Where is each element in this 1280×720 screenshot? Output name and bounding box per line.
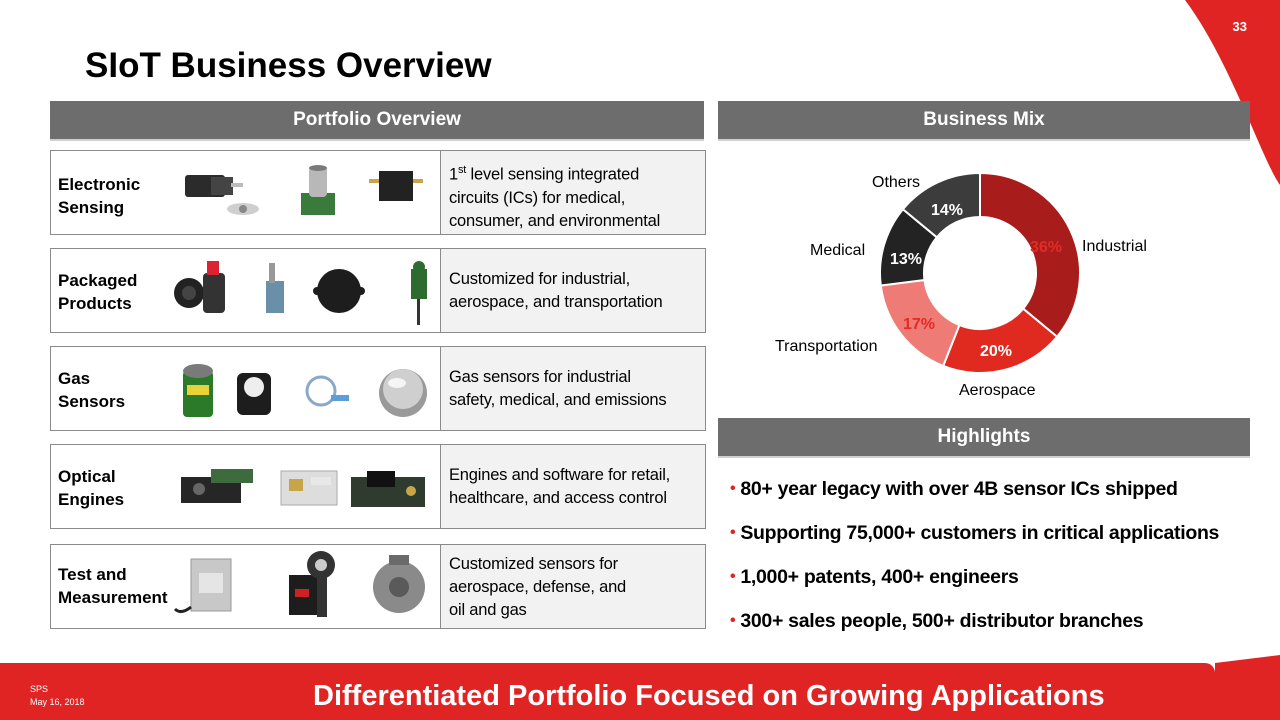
footer-bar — [0, 663, 1215, 720]
page-number: 33 — [1232, 19, 1247, 34]
desc-text: level sensing integrated circuits (ICs) … — [449, 165, 661, 230]
portfolio-row-label: Gas Sensors — [58, 369, 126, 411]
desc-ordinal: 1 — [449, 165, 458, 184]
highlight-text: 80+ year legacy with over 4B sensor ICs … — [740, 478, 1178, 500]
portfolio-row-description: Engines and software for retail, healthc… — [440, 445, 705, 528]
pie-category-label-others: Others — [872, 174, 921, 191]
pie-value-label-industrial: 36% — [1030, 239, 1063, 256]
portfolio-row-optical-engines: Optical Engines Engines and software for… — [50, 444, 706, 529]
bullet-icon: • — [730, 568, 736, 585]
footer-code: SPS — [30, 684, 49, 694]
portfolio-row-electronic-sensing: Electronic Sensing 1st level sensing int… — [50, 150, 706, 235]
pie-value-label-transportation: 17% — [903, 316, 936, 333]
bullet-icon: • — [730, 524, 736, 541]
bullet-icon: • — [730, 612, 736, 629]
highlight-text: 1,000+ patents, 400+ engineers — [740, 566, 1019, 588]
pie-category-label-aerospace: Aerospace — [959, 382, 1036, 399]
portfolio-row-label: Test and Measurement — [58, 565, 168, 607]
portfolio-row-gas-sensors: Gas Sensors Gas sensors for industrial s… — [50, 346, 706, 431]
portfolio-row-description: 1st level sensing integrated circuits (I… — [440, 151, 705, 234]
portfolio-row-label: Packaged Products — [58, 271, 138, 313]
highlight-item: • 80+ year legacy with over 4B sensor ICs… — [730, 478, 1178, 501]
portfolio-overview-header: Portfolio Overview — [50, 101, 704, 141]
pie-category-label-industrial: Industrial — [1082, 238, 1147, 255]
business-mix-donut-chart — [879, 171, 1081, 374]
highlights-header-label: Highlights — [937, 426, 1031, 447]
portfolio-row-description: Gas sensors for industrial safety, medic… — [440, 347, 705, 430]
bullet-icon: • — [730, 480, 736, 497]
highlight-item: • 1,000+ patents, 400+ engineers — [730, 566, 1019, 589]
portfolio-overview-header-label: Portfolio Overview — [293, 109, 461, 130]
pie-value-label-aerospace: 20% — [980, 343, 1013, 360]
pie-category-label-medical: Medical — [810, 242, 866, 259]
portfolio-row-packaged-products: Packaged Products Customized for industr… — [50, 248, 706, 333]
gas-sensors-product-images — [183, 364, 427, 417]
highlights-header: Highlights — [718, 418, 1250, 458]
portfolio-row-description: Customized for industrial, aerospace, an… — [440, 249, 705, 332]
business-mix-header: Business Mix — [718, 101, 1250, 141]
desc-superscript: st — [457, 164, 467, 176]
portfolio-row-test-and-measurement: Test and Measurement Customized sensors … — [50, 544, 706, 629]
footer-date: May 16, 2018 — [30, 697, 85, 707]
portfolio-row-description: Customized sensors for aerospace, defens… — [440, 545, 705, 628]
highlight-text: 300+ sales people, 500+ distributor bran… — [740, 610, 1144, 632]
highlight-text: Supporting 75,000+ customers in critical… — [740, 522, 1220, 544]
pie-value-label-medical: 13% — [890, 251, 923, 268]
footer-tagline: Differentiated Portfolio Focused on Grow… — [313, 680, 1105, 712]
test-measurement-product-images — [173, 551, 425, 617]
donut-slice-others — [901, 171, 981, 239]
packaged-products-product-images — [174, 261, 427, 325]
electronic-sensing-product-images — [185, 165, 423, 215]
business-mix-header-label: Business Mix — [923, 109, 1045, 130]
page-title: SIoT Business Overview — [85, 46, 492, 85]
highlight-item: • Supporting 75,000+ customers in critica… — [730, 522, 1219, 545]
pie-category-label-transportation: Transportation — [775, 338, 878, 355]
optical-engines-product-images — [181, 469, 425, 507]
pie-value-label-others: 14% — [931, 202, 964, 219]
highlight-item: • 300+ sales people, 500+ distributor bra… — [730, 610, 1144, 633]
portfolio-row-label: Optical Engines — [58, 467, 125, 509]
donut-slice-industrial — [979, 171, 1081, 339]
portfolio-row-label: Electronic Sensing — [58, 175, 141, 217]
